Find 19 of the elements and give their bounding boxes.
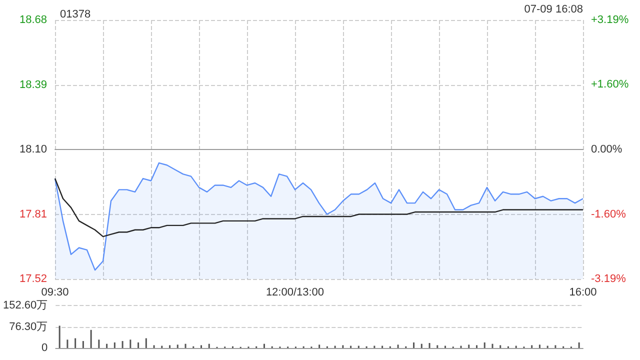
y-tick-label: 18.10 [19, 144, 47, 156]
y-tick-label: 18.39 [19, 78, 47, 91]
y-tick-label: 152.60万 [2, 300, 48, 312]
x-tick-label: 09:30 [41, 286, 69, 298]
y2-tick-label: +1.60% [591, 78, 629, 91]
y-tick-label: 76.30万 [9, 320, 48, 333]
y-tick-label: 17.52 [19, 273, 47, 285]
x-tick-label: 12:00/13:00 [266, 286, 324, 298]
text: 07-09 16:08 [524, 4, 583, 16]
y-tick-label: 17.81 [19, 208, 47, 220]
y2-tick-label: 0.00% [591, 144, 622, 156]
y2-tick-label: -1.60% [591, 208, 626, 220]
chart-title: 01378 [60, 8, 91, 20]
y2-tick-label: +3.19% [591, 14, 629, 26]
y-tick-label: 0 [42, 342, 48, 354]
y2-tick-label: -3.19% [591, 273, 626, 285]
x-tick-label: 16:00 [569, 286, 597, 298]
y-tick-label: 18.68 [19, 14, 47, 26]
line-series [54, 178, 584, 238]
